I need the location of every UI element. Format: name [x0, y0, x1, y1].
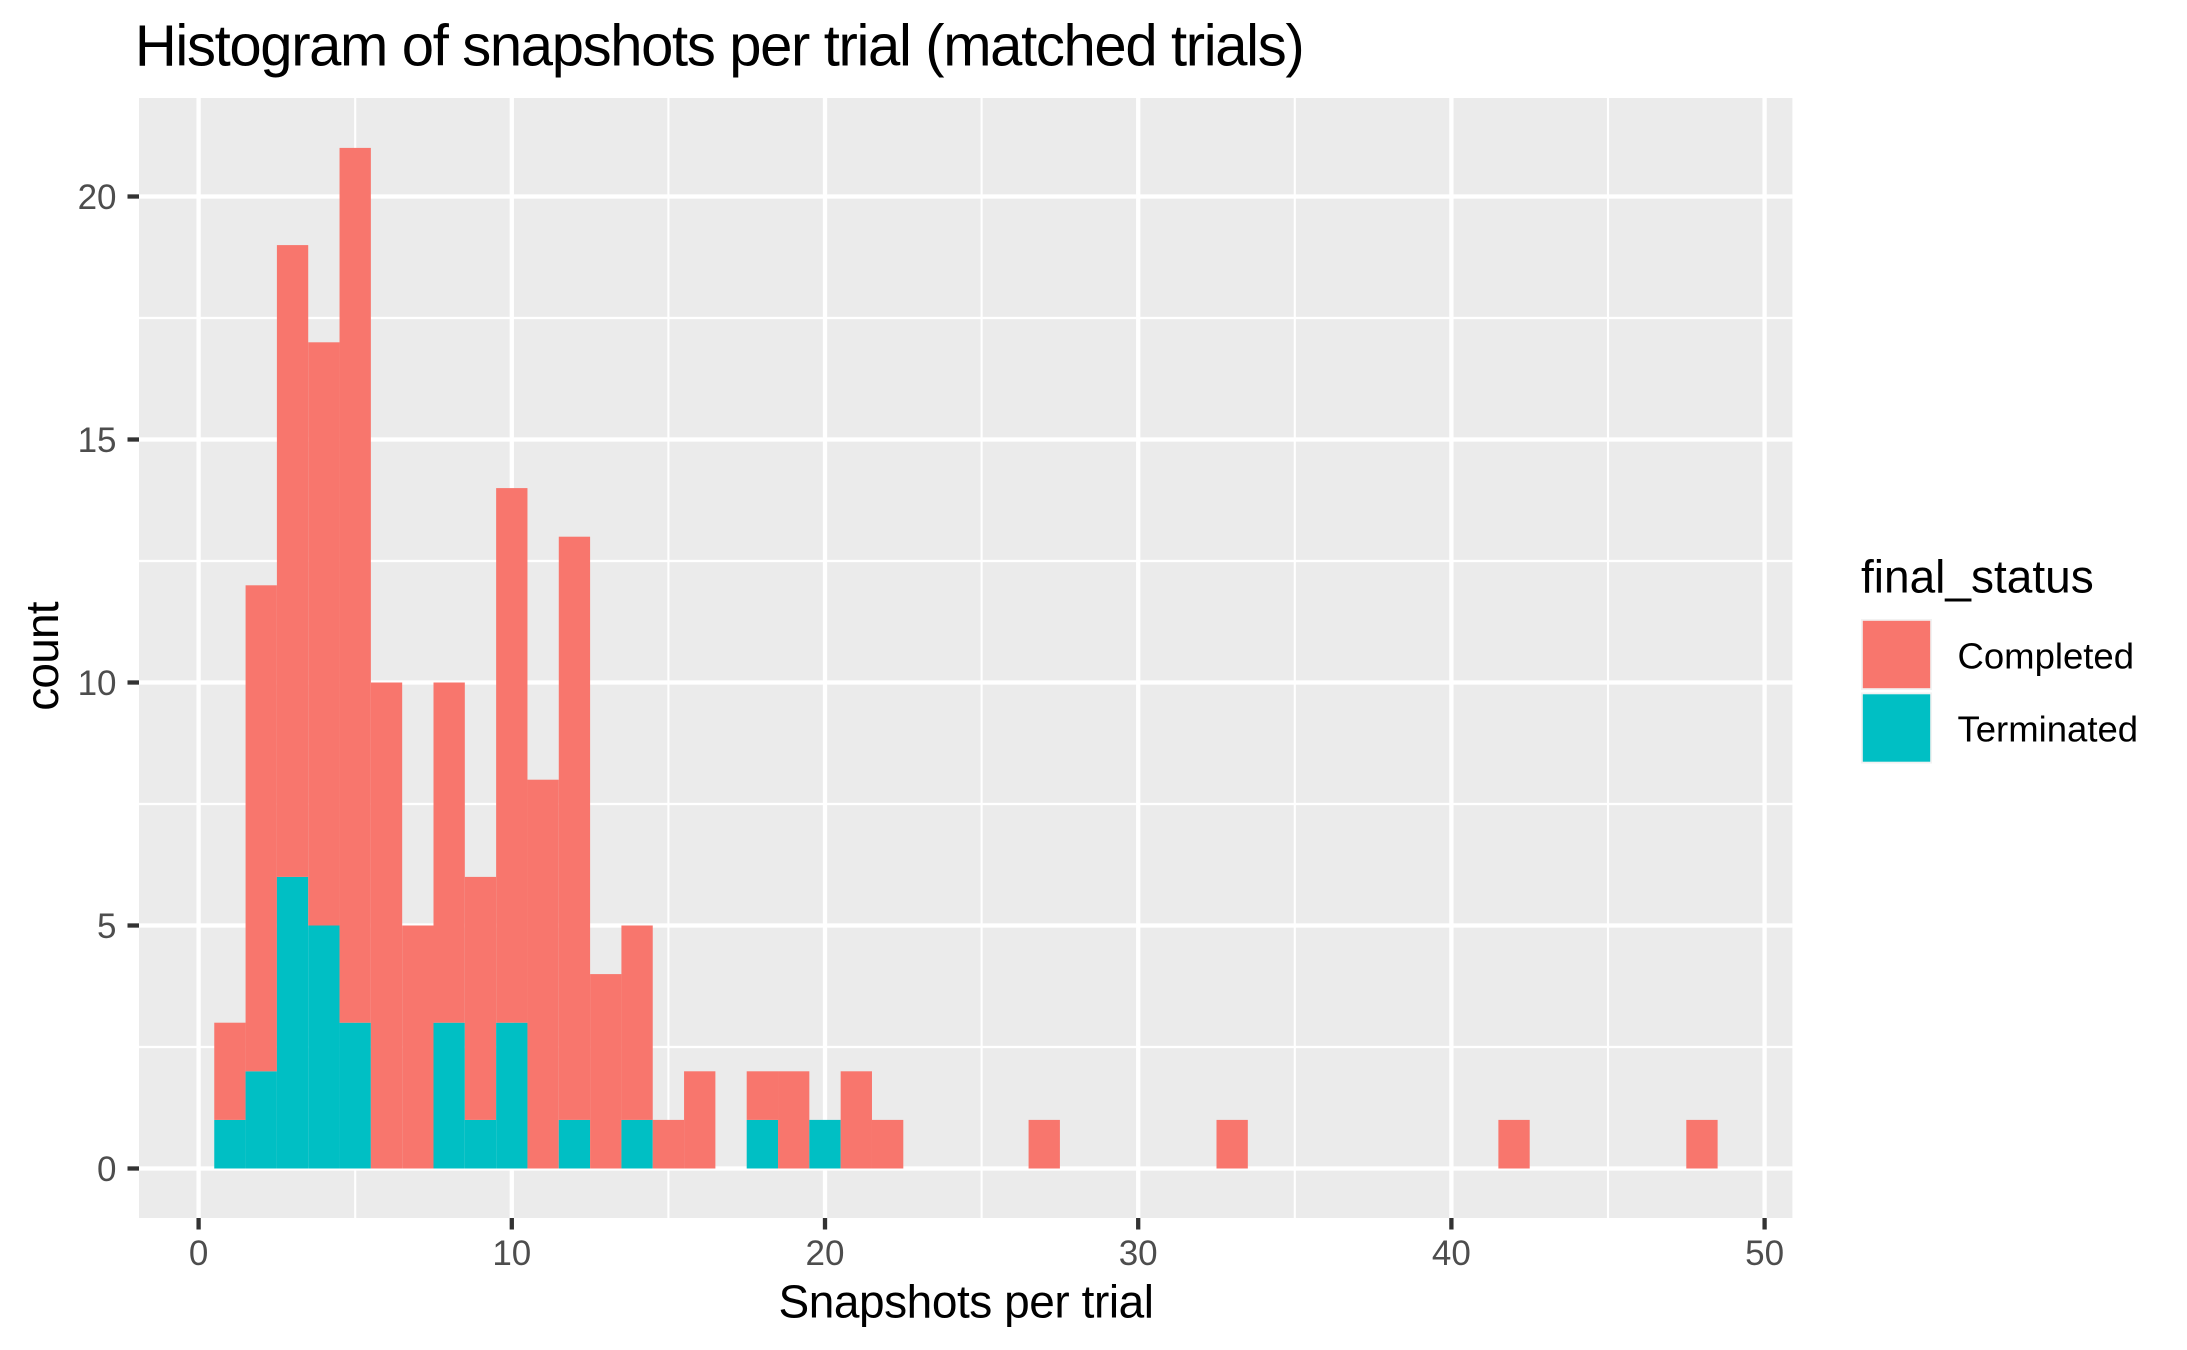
svg-text:50: 50	[1745, 1234, 1784, 1273]
svg-text:count: count	[16, 601, 68, 711]
svg-text:Snapshots per trial: Snapshots per trial	[779, 1275, 1154, 1327]
svg-text:20: 20	[806, 1234, 845, 1273]
svg-text:20: 20	[78, 178, 117, 217]
svg-text:final_status: final_status	[1861, 550, 2094, 602]
svg-text:Completed: Completed	[1958, 635, 2135, 676]
svg-text:5: 5	[97, 907, 116, 946]
svg-text:0: 0	[97, 1150, 116, 1189]
svg-text:10: 10	[492, 1234, 531, 1273]
svg-text:10: 10	[78, 664, 117, 703]
svg-text:Histogram of snapshots per tri: Histogram of snapshots per trial (matche…	[135, 14, 1303, 79]
svg-text:40: 40	[1432, 1234, 1471, 1273]
svg-text:Terminated: Terminated	[1958, 709, 2139, 750]
svg-text:15: 15	[78, 421, 117, 460]
svg-text:30: 30	[1119, 1234, 1158, 1273]
svg-text:0: 0	[189, 1234, 208, 1273]
